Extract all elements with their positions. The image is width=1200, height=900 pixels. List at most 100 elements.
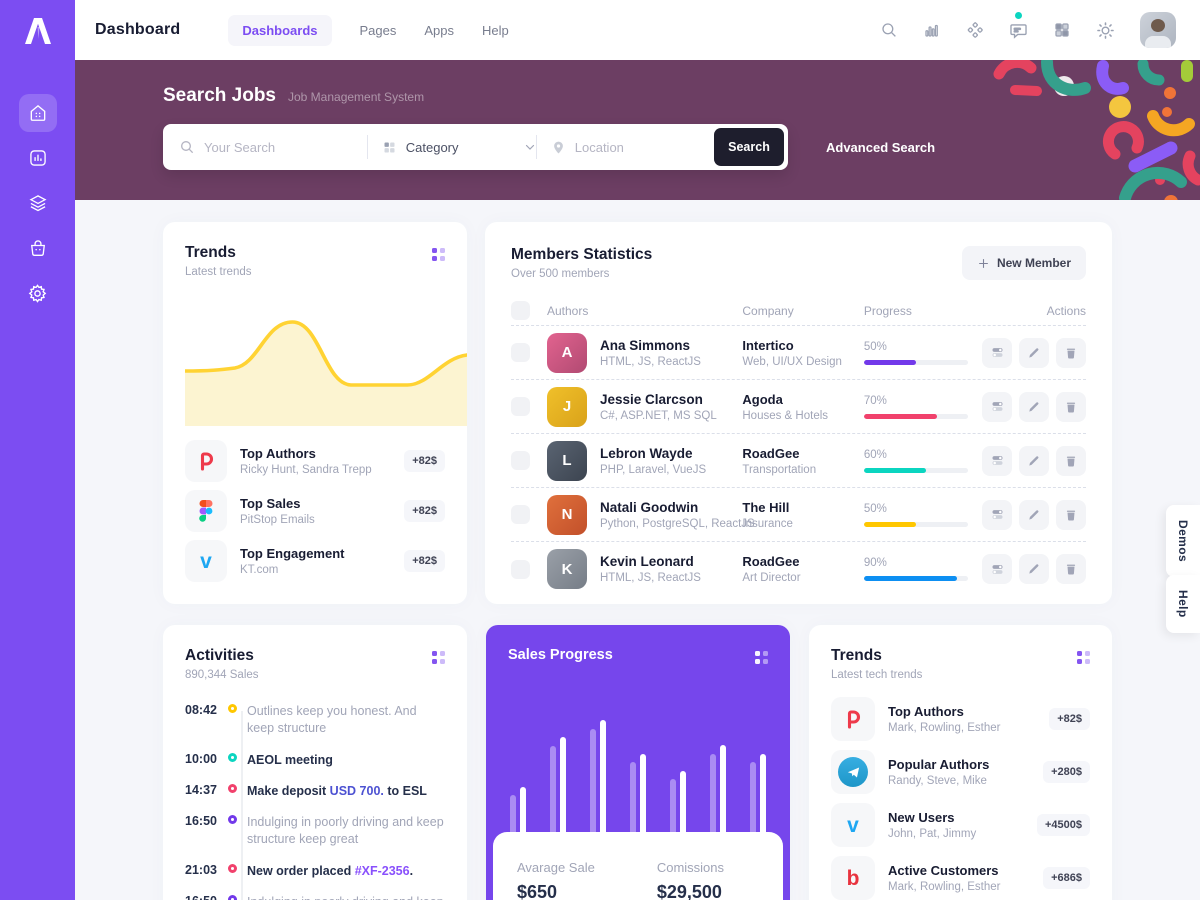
timeline-dot [228, 752, 237, 762]
gear-icon [28, 283, 47, 303]
category-select[interactable]: Category [368, 140, 536, 155]
home-icon [30, 105, 45, 121]
timeline-dot [228, 815, 237, 824]
nav-tab-pages[interactable]: Pages [359, 22, 397, 38]
card-menu-icon[interactable] [432, 651, 445, 664]
card-menu-icon[interactable] [1077, 651, 1090, 664]
member-name[interactable]: Lebron Wayde [600, 445, 693, 461]
tech-trends-title: Trends [831, 647, 882, 664]
sidebar-item-reports[interactable] [19, 139, 57, 177]
delete-row-button[interactable] [1056, 499, 1086, 530]
value-badge: +280$ [1043, 761, 1090, 783]
progress-bar [863, 576, 968, 581]
progress-label: 60% [863, 448, 887, 461]
list-item[interactable]: v Top Engagement KT.com +82$ [185, 540, 445, 582]
company-name: Agoda [742, 391, 783, 407]
chat-icon[interactable] [1009, 11, 1028, 40]
delete-row-button[interactable] [1056, 445, 1086, 476]
list-item[interactable]: v New Users John, Pat, Jimmy +4500$ [831, 803, 1090, 847]
highlight-link[interactable]: #XF-2356 [354, 863, 410, 878]
edit-row-button[interactable] [1019, 554, 1049, 584]
member-name[interactable]: Kevin Leonard [600, 554, 694, 569]
search-button[interactable]: Search [714, 128, 784, 166]
settings-row-button[interactable] [982, 337, 1012, 368]
row-checkbox[interactable] [511, 397, 530, 416]
pencil-icon [1029, 455, 1039, 466]
list-item[interactable]: Top Authors Mark, Rowling, Esther +82$ [831, 697, 1090, 741]
demos-tab[interactable]: Demos [1166, 505, 1200, 578]
app-logo[interactable] [0, 0, 75, 60]
sidebar-item-home[interactable] [18, 94, 57, 132]
switch-icon [992, 402, 1002, 411]
search-jobs-hero: Search Jobs Job Management System Catego… [75, 60, 1200, 200]
figma-icon [185, 490, 227, 532]
select-all-checkbox[interactable] [511, 301, 530, 320]
timeline-item: 21:03 New order placed #XF-2356. [185, 862, 414, 878]
main-nav: Dashboards Pages Apps Help [228, 14, 509, 46]
progress-bar [863, 413, 968, 419]
edit-row-button[interactable] [1019, 499, 1049, 530]
switch-icon [992, 510, 1002, 519]
apps-dots-icon[interactable] [966, 21, 984, 39]
bar-chart-icon [29, 150, 46, 166]
search-icon[interactable] [880, 21, 898, 39]
sun-icon[interactable] [1096, 21, 1115, 40]
activities-timeline: 08:42 Outlines keep you honest. And keep… [185, 703, 445, 900]
settings-row-button[interactable] [982, 554, 1012, 584]
member-name[interactable]: Ana Simmons [600, 337, 691, 353]
row-checkbox[interactable] [511, 451, 530, 470]
trends-subtitle: Latest trends [185, 266, 252, 278]
row-checkbox[interactable] [511, 343, 530, 362]
list-item[interactable]: Popular Authors Randy, Steve, Mike +280$ [831, 750, 1090, 794]
card-menu-icon[interactable] [432, 248, 445, 261]
trash-icon [1066, 348, 1076, 358]
delete-row-button[interactable] [1056, 391, 1086, 422]
activities-card: Activities 890,344 Sales 08:42 Outlines … [163, 625, 467, 900]
nav-tab-help[interactable]: Help [482, 22, 509, 38]
vimeo-icon: v [185, 540, 227, 582]
advanced-search-link[interactable]: Advanced Search [826, 139, 936, 155]
sales-progress-card: Sales Progress Avarage Sale $650 Comissi… [486, 625, 790, 900]
add-member-button[interactable]: New Member [961, 246, 1086, 280]
divider [535, 135, 537, 159]
row-checkbox[interactable] [511, 559, 530, 579]
sidebar [0, 0, 75, 900]
delete-row-button[interactable] [1056, 337, 1086, 368]
grid-icon[interactable] [1053, 21, 1071, 39]
basket-icon [30, 240, 45, 257]
list-item[interactable]: Top Sales PitStop Emails +82$ [185, 490, 445, 532]
nav-tab-apps[interactable]: Apps [424, 22, 455, 38]
activities-subtitle: 890,344 Sales [185, 669, 259, 681]
highlight-link[interactable]: USD 700. [329, 783, 384, 798]
timeline-item: 16:50 Indulging in poorly driving and ke… [185, 894, 445, 900]
settings-row-button[interactable] [982, 391, 1012, 422]
list-item[interactable]: Top Authors Ricky Hunt, Sandra Trepp +82… [185, 440, 445, 482]
category-grid-icon [384, 142, 395, 152]
delete-row-button[interactable] [1056, 554, 1086, 584]
list-item[interactable]: b Active Customers Mark, Rowling, Esther… [831, 856, 1090, 900]
card-menu-icon[interactable] [755, 651, 768, 664]
sidebar-item-settings[interactable] [19, 274, 57, 312]
member-name[interactable]: Jessie Clarcson [600, 391, 703, 407]
trash-icon [1066, 402, 1076, 412]
column-progress: Progress [863, 303, 912, 318]
sidebar-item-layers[interactable] [19, 184, 57, 222]
edit-row-button[interactable] [1019, 337, 1049, 368]
search-input[interactable] [204, 139, 334, 155]
sidebar-item-shop[interactable] [19, 229, 57, 267]
edit-row-button[interactable] [1019, 445, 1049, 476]
stats-icon[interactable] [923, 21, 941, 39]
location-input[interactable] [574, 139, 705, 155]
row-checkbox[interactable] [511, 505, 530, 524]
settings-row-button[interactable] [982, 499, 1012, 530]
member-name[interactable]: Natali Goodwin [600, 499, 699, 515]
tech-trends-subtitle: Latest tech trends [831, 669, 923, 681]
help-tab[interactable]: Help [1166, 575, 1200, 633]
table-header-row: Authors Company Progress Actions [511, 296, 1086, 326]
pencil-icon [1029, 401, 1039, 412]
settings-row-button[interactable] [982, 445, 1012, 476]
timeline-dot [228, 783, 237, 793]
nav-tab-dashboards[interactable]: Dashboards [228, 14, 332, 46]
edit-row-button[interactable] [1019, 391, 1049, 422]
user-avatar[interactable] [1140, 12, 1176, 48]
